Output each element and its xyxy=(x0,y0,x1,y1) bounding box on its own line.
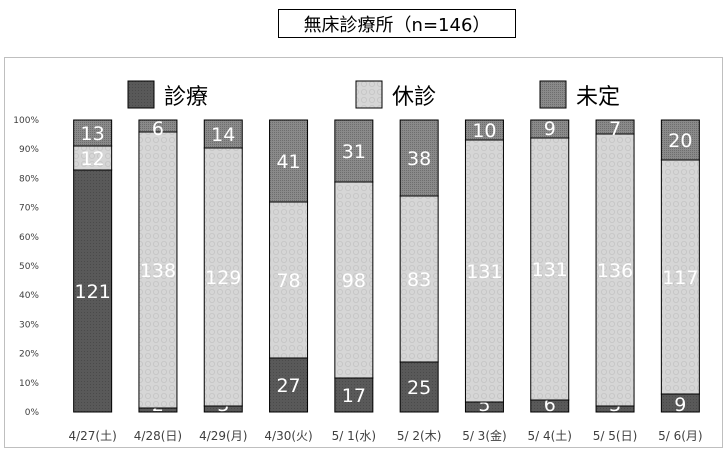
legend-swatch-kyushin xyxy=(355,80,383,109)
y-tick-label: 30% xyxy=(19,320,39,330)
x-tick-label: 5/ 3(金) xyxy=(462,428,507,443)
bar-segment-mitei xyxy=(399,119,439,197)
data-label: 83 xyxy=(407,269,431,291)
bar-segment-kyushin xyxy=(138,131,178,409)
bar-segment-kyushin xyxy=(660,159,700,395)
chart-title-text: 無床診療所（n=146） xyxy=(303,14,491,36)
bar-segment-kyushin xyxy=(464,139,504,403)
x-tick-label: 4/28(日) xyxy=(134,429,182,443)
bar-segment-mitei xyxy=(464,119,504,141)
x-tick-label: 5/ 1(水) xyxy=(332,429,377,443)
data-label: 14 xyxy=(211,124,235,146)
y-tick-label: 0% xyxy=(25,408,40,418)
y-tick-label: 10% xyxy=(19,379,39,389)
y-tick-label: 20% xyxy=(19,350,39,360)
data-label: 131 xyxy=(532,259,568,281)
data-label: 9 xyxy=(674,394,686,416)
bar-segment-shinryo xyxy=(399,361,439,413)
data-label: 98 xyxy=(342,270,366,292)
data-label: 136 xyxy=(597,260,633,282)
bar-segment-kyushin xyxy=(530,137,570,401)
legend-label-mitei: 未定 xyxy=(576,85,620,110)
legend: 診療 休診 未定 xyxy=(127,80,620,110)
y-tick-label: 80% xyxy=(19,174,39,184)
x-tick-label: 5/ 4(土) xyxy=(528,429,573,443)
data-label: 121 xyxy=(75,281,111,303)
legend-swatch-mitei xyxy=(539,80,567,109)
bar-segment-kyushin xyxy=(595,133,635,407)
data-label: 20 xyxy=(668,130,692,152)
data-label: 27 xyxy=(276,375,300,397)
bar-segment-kyushin xyxy=(399,195,439,363)
data-label: 10 xyxy=(472,120,496,142)
data-label: 17 xyxy=(342,385,366,407)
bar-segment-mitei xyxy=(203,119,243,149)
y-tick-label: 40% xyxy=(19,291,39,301)
x-tick-label: 5/ 6(月) xyxy=(658,429,703,443)
chart-title: 無床診療所（n=146） xyxy=(278,9,516,38)
y-axis: 0% 10% 20% 30% 40% 50% 60% 70% 80% 90% 100% xyxy=(13,116,39,418)
data-label: 138 xyxy=(140,260,176,282)
data-label: 31 xyxy=(342,141,366,163)
data-label: 12 xyxy=(81,148,105,170)
data-label: 78 xyxy=(276,270,300,292)
bar-segment-mitei xyxy=(334,119,374,183)
x-tick-label: 5/ 2(木) xyxy=(397,429,442,443)
bar-segment-kyushin xyxy=(73,145,113,171)
legend-label-kyushin: 休診 xyxy=(392,85,436,110)
bar-segment-kyushin xyxy=(203,147,243,407)
y-tick-label: 50% xyxy=(19,262,39,272)
x-tick-label: 5/ 5(日) xyxy=(593,429,638,443)
data-label: 129 xyxy=(205,267,241,289)
bar-segment-kyushin xyxy=(269,201,309,359)
data-label: 131 xyxy=(466,261,502,283)
legend-label-shinryo: 診療 xyxy=(164,85,208,110)
data-label: 41 xyxy=(276,151,300,173)
bar-segment-shinryo xyxy=(334,377,374,413)
x-axis: 4/27(土) 4/28(日) 4/29(月) 4/30(火) 5/ 1(水) 5/ 2(… xyxy=(68,428,702,443)
legend-swatch-shinryo xyxy=(127,80,155,109)
y-tick-label: 70% xyxy=(19,204,39,214)
data-label: 9 xyxy=(544,118,556,140)
chart-frame xyxy=(4,57,723,448)
x-tick-label: 4/29(月) xyxy=(199,429,247,443)
data-label: 117 xyxy=(662,267,698,289)
data-label: 7 xyxy=(609,118,621,140)
bar-segment-mitei xyxy=(73,119,113,147)
data-label: 13 xyxy=(81,123,105,145)
y-tick-label: 90% xyxy=(19,145,39,155)
bar-segment-mitei xyxy=(269,119,309,203)
y-tick-label: 100% xyxy=(13,116,39,126)
data-label: 6 xyxy=(152,118,164,140)
bar-segment-mitei xyxy=(138,119,178,133)
data-label: 38 xyxy=(407,148,431,170)
x-tick-label: 4/27(土) xyxy=(68,429,116,443)
bars: 1211213213863129142778411798312583385131… xyxy=(73,118,700,416)
x-tick-label: 4/30(火) xyxy=(264,429,312,443)
bar-segment-mitei xyxy=(595,119,635,135)
bar-segment-mitei xyxy=(530,119,570,139)
y-tick-label: 60% xyxy=(19,233,39,243)
data-label: 25 xyxy=(407,377,431,399)
bar-segment-mitei xyxy=(660,119,700,161)
